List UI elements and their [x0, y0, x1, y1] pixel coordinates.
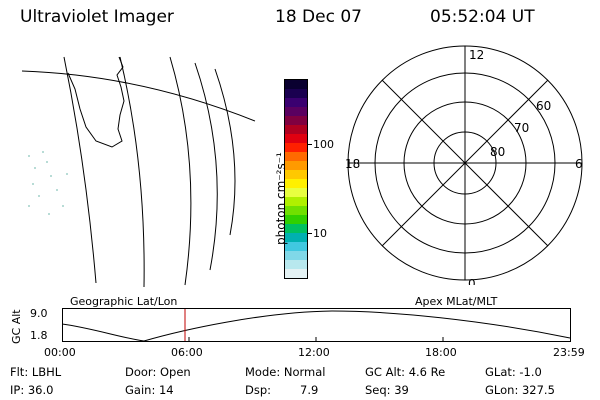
y-tick-label: 1.8 [30, 329, 48, 342]
colorbar-segment [285, 98, 307, 107]
altitude-curve [62, 310, 571, 342]
x-tick-label: 00:00 [44, 346, 76, 359]
x-tick-label: 06:00 [171, 346, 203, 359]
dsp-value: 7.9 [300, 383, 319, 397]
mlt-diagonal [381, 79, 549, 247]
x-tick-label: 23:59 [553, 346, 585, 359]
lat-label-60: 60 [536, 99, 551, 113]
colorbar-tick [307, 233, 312, 234]
dsp-label: Dsp: [245, 383, 272, 397]
colorbar-segment [285, 206, 307, 215]
colorbar-segment [285, 152, 307, 161]
colorbar-segment [285, 89, 307, 98]
colorbar-segment [285, 125, 307, 134]
colorbar-segment [285, 215, 307, 224]
colorbar-segment [285, 161, 307, 170]
lat-label-80: 80 [490, 145, 505, 159]
emission-speckles [28, 151, 68, 215]
colorbar-segment [285, 116, 307, 125]
geographic-map [21, 56, 256, 287]
glon-info: GLon: 327.5 [485, 383, 555, 397]
longitude-line [214, 68, 236, 236]
longitude-line [63, 56, 97, 284]
latitude-line [21, 70, 256, 122]
date-label: 18 Dec 07 [275, 7, 362, 27]
lat-label-70: 70 [514, 121, 529, 135]
color-scale-bar [284, 79, 308, 279]
coastline [67, 56, 125, 148]
colorbar-segment [285, 224, 307, 233]
colorbar-tick-label: 10 [313, 227, 327, 240]
gain-info: Gain: 14 [125, 383, 174, 397]
colorbar-segment [285, 143, 307, 152]
colorbar-segment [285, 260, 307, 269]
colorbar-segment [285, 269, 307, 278]
ip-info: IP: 36.0 [10, 383, 54, 397]
mode-info: Mode: Normal [245, 365, 326, 379]
glat-info: GLat: -1.0 [485, 365, 542, 379]
longitude-line [194, 62, 218, 271]
instrument-title: Ultraviolet Imager [20, 7, 174, 27]
colorbar-unit-label: photon cm⁻²s⁻¹ [274, 152, 288, 245]
time-label: 05:52:04 UT [430, 7, 535, 27]
colorbar-segment [285, 134, 307, 143]
gc-alt-axis-label: GC Alt [10, 309, 23, 344]
door-info: Door: Open [125, 365, 191, 379]
colorbar-segment [285, 170, 307, 179]
apex-panel-title: Apex MLat/MLT [415, 295, 498, 308]
x-tick-label: 18:00 [425, 346, 457, 359]
x-tick-label: 12:00 [298, 346, 330, 359]
colorbar-segment [285, 197, 307, 206]
colorbar-segment [285, 107, 307, 116]
longitude-line [169, 56, 192, 286]
mlt-label-0: 0 [468, 277, 476, 285]
orbit-altitude-strip [62, 308, 571, 342]
colorbar-segment [285, 188, 307, 197]
colorbar-segment [285, 251, 307, 260]
mlt-label-6: 6 [575, 157, 583, 171]
colorbar-segment [285, 179, 307, 188]
mlt-label-12: 12 [469, 48, 484, 62]
geographic-panel-title: Geographic Lat/Lon [70, 295, 178, 308]
gc-alt-info: GC Alt: 4.6 Re [365, 365, 446, 379]
colorbar-segment [285, 242, 307, 251]
colorbar-segment [285, 80, 307, 89]
y-tick-label: 9.0 [30, 307, 48, 320]
mlt-label-18: 18 [345, 157, 360, 171]
seq-info: Seq: 39 [365, 383, 409, 397]
colorbar-tick [307, 144, 312, 145]
colorbar-tick-label: 100 [313, 138, 334, 151]
polar-mlat-mlt-plot: 80 70 60 12 18 6 0 [345, 45, 583, 285]
longitude-line [119, 56, 145, 287]
colorbar-segment [285, 233, 307, 242]
filter-info: Flt: LBHL [10, 365, 62, 379]
